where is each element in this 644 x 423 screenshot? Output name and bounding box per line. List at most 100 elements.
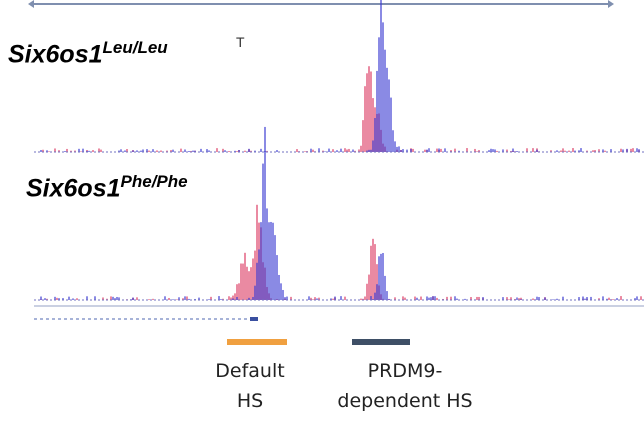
coverage-bar-blue bbox=[384, 49, 386, 153]
coverage-bar-blue bbox=[374, 292, 376, 300]
track-label-allele: Leu/Leu bbox=[102, 38, 168, 57]
coverage-bar-blue bbox=[146, 149, 148, 152]
coverage-bar-red bbox=[520, 297, 522, 300]
coverage-bar-blue bbox=[402, 149, 404, 152]
coverage-bar-red bbox=[296, 149, 298, 152]
coverage-bar-red bbox=[476, 151, 478, 152]
coverage-bar-red bbox=[364, 86, 366, 152]
coverage-bar-red bbox=[182, 298, 184, 300]
coverage-bar-red bbox=[236, 284, 238, 300]
coverage-bar-blue bbox=[372, 140, 374, 152]
coverage-bar-blue bbox=[260, 222, 262, 300]
coverage-bar-red bbox=[148, 299, 150, 300]
coverage-bar-red bbox=[348, 148, 350, 152]
coverage-bar-blue bbox=[502, 149, 504, 152]
coverage-bar-red bbox=[92, 150, 94, 152]
coverage-bar-blue bbox=[616, 298, 618, 300]
coverage-bar-red bbox=[246, 266, 248, 300]
coverage-bar-blue bbox=[398, 146, 400, 152]
coverage-bar-blue bbox=[502, 297, 504, 300]
coverage-bar-blue bbox=[258, 249, 260, 300]
coverage-bar-red bbox=[632, 148, 634, 152]
coverage-bar-red bbox=[562, 148, 564, 152]
coverage-bar-red bbox=[344, 148, 346, 152]
coverage-bar-blue bbox=[324, 151, 326, 152]
coverage-bar-red bbox=[532, 298, 534, 300]
coverage-bar-blue bbox=[458, 150, 460, 152]
coverage-bar-blue bbox=[366, 150, 368, 152]
coverage-bar-blue bbox=[120, 149, 122, 152]
bottom-scale-marker bbox=[250, 317, 258, 321]
coverage-bar-blue bbox=[516, 151, 518, 152]
coverage-bar-red bbox=[344, 296, 346, 300]
coverage-bar-blue bbox=[626, 148, 628, 152]
coverage-bar-blue bbox=[278, 274, 280, 300]
coverage-bar-blue bbox=[58, 298, 60, 300]
coverage-bar-red bbox=[98, 148, 100, 152]
coverage-bar-blue bbox=[376, 70, 378, 152]
coverage-bar-blue bbox=[388, 298, 390, 300]
coverage-bar-red bbox=[152, 298, 154, 300]
coverage-bar-red bbox=[210, 296, 212, 300]
coverage-bar-red bbox=[248, 271, 250, 300]
coverage-bar-red bbox=[450, 296, 452, 300]
coverage-bar-blue bbox=[172, 299, 174, 300]
coverage-bar-blue bbox=[482, 297, 484, 300]
coverage-bar-blue bbox=[392, 130, 394, 152]
coverage-bar-red bbox=[436, 148, 438, 152]
coverage-bar-blue bbox=[262, 163, 264, 300]
coverage-bar-blue bbox=[252, 296, 254, 300]
coverage-bar-red bbox=[364, 296, 366, 300]
coverage-bar-blue bbox=[416, 297, 418, 300]
coverage-bar-blue bbox=[406, 149, 408, 152]
coverage-bar-red bbox=[346, 149, 348, 152]
coverage-bar-blue bbox=[78, 148, 80, 152]
coverage-bar-blue bbox=[62, 298, 64, 300]
coverage-bar-red bbox=[228, 296, 230, 300]
coverage-bar-red bbox=[76, 298, 78, 300]
coverage-bar-red bbox=[594, 150, 596, 152]
coverage-bar-red bbox=[236, 151, 238, 152]
coverage-bar-red bbox=[322, 150, 324, 152]
coverage-bar-blue bbox=[370, 296, 372, 300]
legend-label-prdm9: PRDM9- dependent HS bbox=[300, 356, 510, 416]
coverage-bar-blue bbox=[40, 150, 42, 152]
coverage-bar-red bbox=[532, 148, 534, 152]
coverage-bar-blue bbox=[236, 297, 238, 300]
coverage-bar-blue bbox=[382, 22, 384, 153]
coverage-bar-blue bbox=[438, 148, 440, 152]
coverage-bar-blue bbox=[198, 297, 200, 300]
coverage-bar-blue bbox=[386, 67, 388, 152]
coverage-bar-blue bbox=[380, 253, 382, 300]
coverage-bar-red bbox=[640, 296, 642, 300]
coverage-bar-blue bbox=[208, 299, 210, 300]
coverage-bar-blue bbox=[574, 150, 576, 152]
coverage-bar-red bbox=[42, 149, 44, 152]
coverage-bar-red bbox=[404, 297, 406, 300]
coverage-bar-red bbox=[424, 149, 426, 152]
coverage-bar-blue bbox=[556, 298, 558, 300]
coverage-bar-red bbox=[450, 150, 452, 152]
coverage-bar-blue bbox=[384, 275, 386, 300]
coverage-bar-blue bbox=[274, 235, 276, 300]
coverage-bar-red bbox=[168, 297, 170, 300]
coverage-bar-red bbox=[304, 151, 306, 152]
coverage-bar-blue bbox=[206, 149, 208, 152]
track-label-allele: Phe/Phe bbox=[120, 172, 188, 191]
coverage-bar-blue bbox=[132, 150, 134, 152]
coverage-bar-red bbox=[362, 298, 364, 300]
coverage-bar-red bbox=[48, 151, 50, 152]
coverage-bar-red bbox=[370, 71, 372, 152]
coverage-bar-blue bbox=[388, 79, 390, 152]
coverage-bar-blue bbox=[328, 148, 330, 152]
coverage-bar-blue bbox=[82, 148, 84, 152]
coverage-bar-red bbox=[110, 296, 112, 300]
coverage-bar-blue bbox=[582, 296, 584, 300]
coverage-bar-blue bbox=[520, 299, 522, 300]
coverage-bar-red bbox=[252, 258, 254, 300]
coverage-bar-red bbox=[170, 150, 172, 152]
coverage-bar-red bbox=[470, 297, 472, 300]
coverage-bar-blue bbox=[426, 296, 428, 300]
coverage-bar-red bbox=[232, 295, 234, 300]
coverage-bar-red bbox=[376, 264, 378, 300]
